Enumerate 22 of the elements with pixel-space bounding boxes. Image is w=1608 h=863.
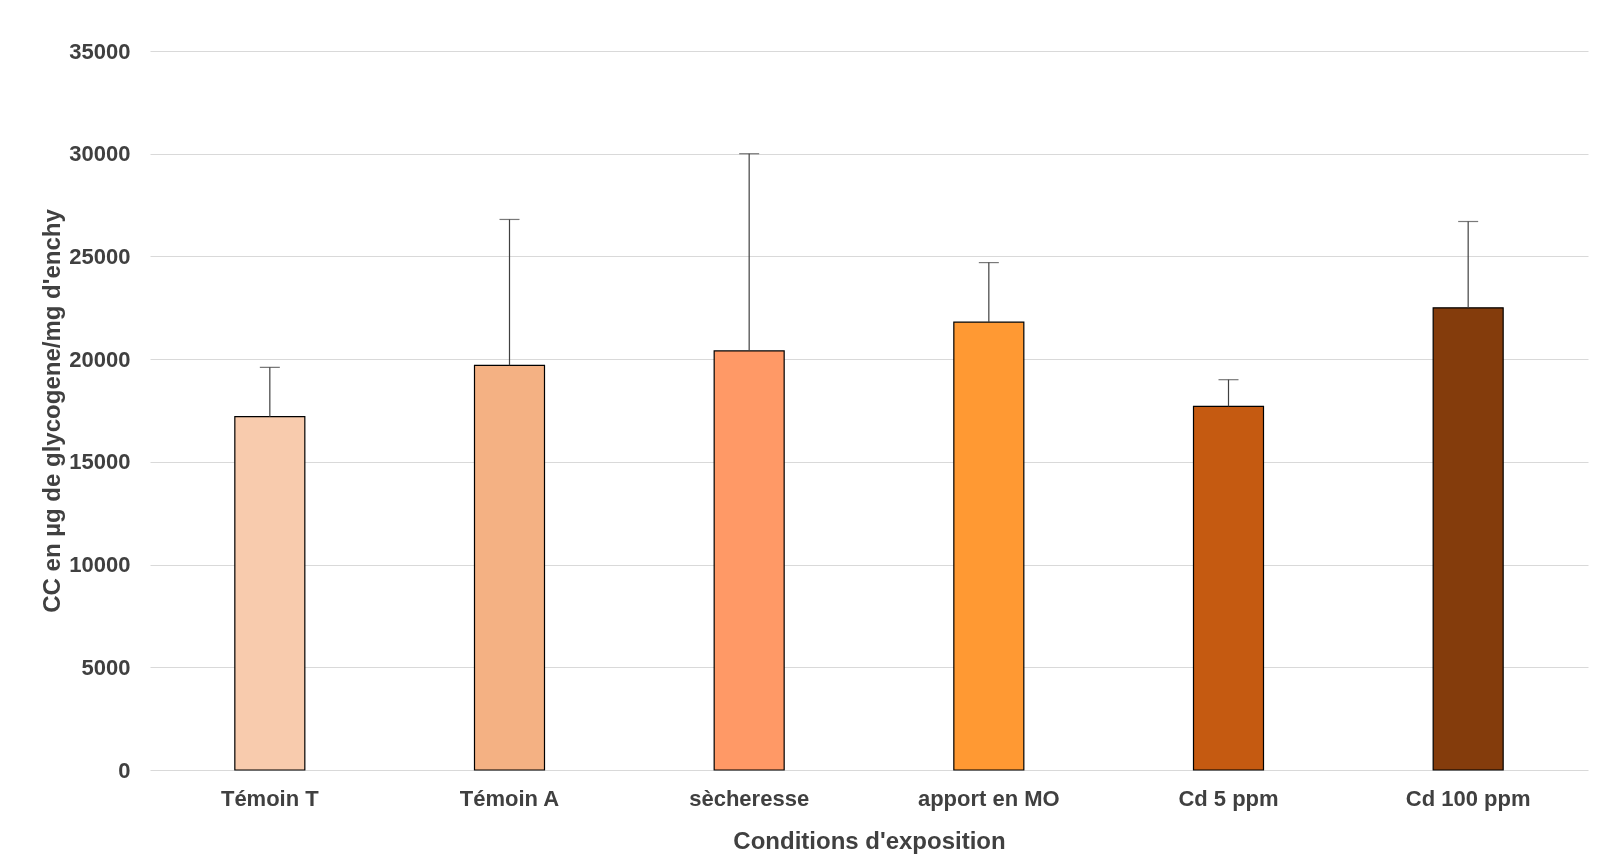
x-tick-label: Cd 5 ppm [1178,785,1279,811]
x-tick-label: sècheresse [689,785,810,811]
y-axis-title: CC en µg de glycogene/mg d'enchy [38,208,66,613]
y-tick-label: 20000 [69,346,131,372]
x-tick-label: Témoin A [459,785,560,811]
bar [473,364,546,771]
x-tick-label: apport en MO [917,785,1060,811]
bar [1192,405,1265,771]
y-tick-label: 35000 [69,38,131,64]
bar [1432,307,1504,771]
bar [953,321,1025,771]
y-tick-label: 15000 [69,449,131,475]
x-tick-label: Cd 100 ppm [1405,785,1531,811]
y-tick-label: 0 [118,757,131,783]
bar [234,416,306,771]
x-axis-title: Conditions d'exposition [733,826,1006,854]
bar [713,350,785,771]
x-tick-label: Témoin T [220,785,320,811]
y-tick-label: 5000 [81,654,131,680]
y-tick-label: 25000 [69,243,131,269]
y-tick-label: 10000 [69,552,131,578]
y-tick-label: 30000 [69,141,131,167]
